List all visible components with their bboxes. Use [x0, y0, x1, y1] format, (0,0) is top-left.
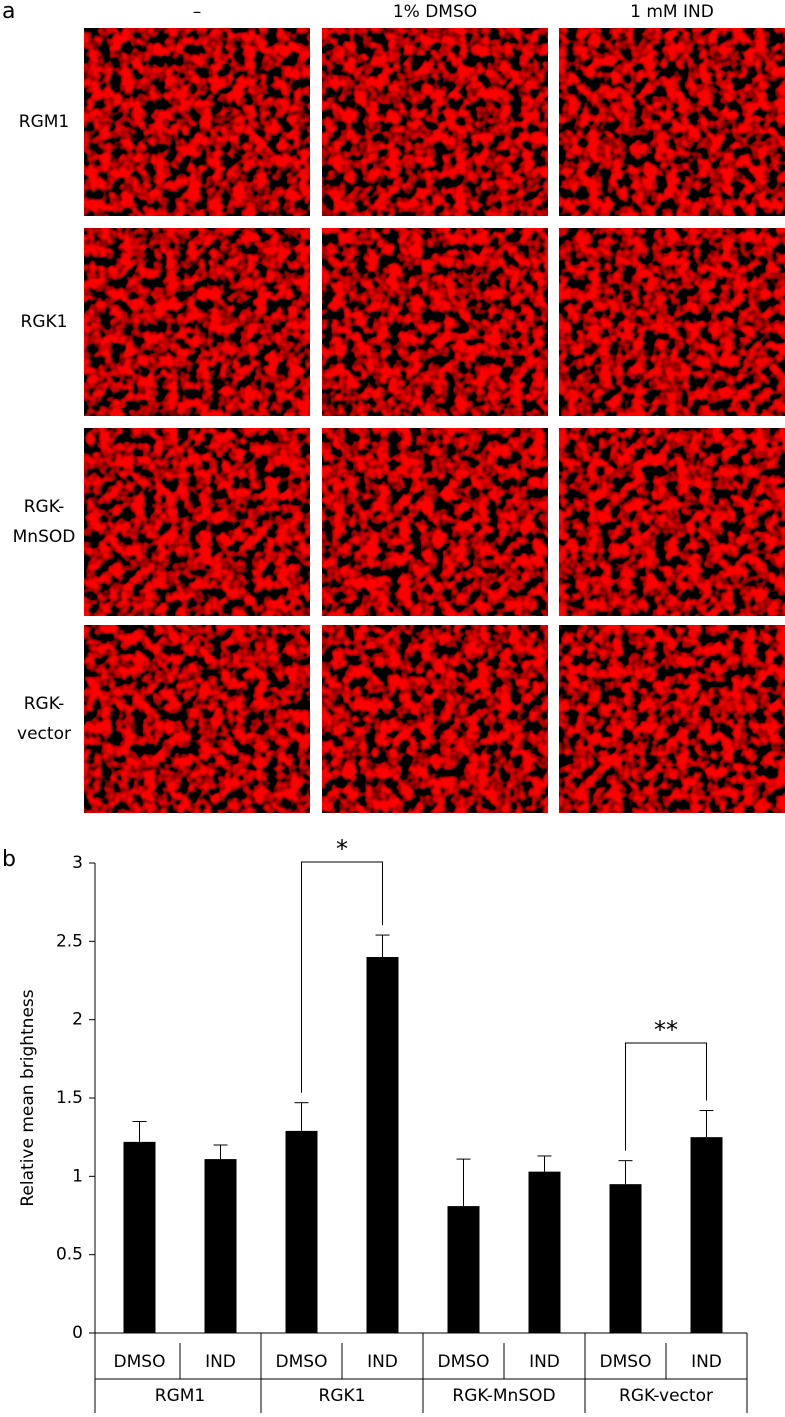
bar — [123, 1141, 156, 1333]
micrograph — [559, 625, 785, 813]
column-header: 1 mM IND — [630, 2, 714, 22]
bar — [690, 1137, 723, 1333]
micrograph — [559, 428, 785, 616]
micrograph — [84, 28, 310, 216]
bar — [285, 1130, 318, 1333]
error-bar — [213, 1144, 228, 1160]
row-label: RGK- — [24, 497, 64, 517]
error-bar — [132, 1121, 147, 1142]
y-tick-label: 3 — [72, 853, 83, 873]
y-tick-label: 2.5 — [56, 931, 83, 951]
column-header: 1% DMSO — [393, 2, 477, 22]
x-tick-label: IND — [529, 1352, 560, 1372]
micrograph — [322, 625, 548, 813]
micrographs — [84, 28, 785, 813]
y-tick-label: 1 — [72, 1166, 83, 1186]
row-label: RGM1 — [19, 112, 69, 132]
y-tick-label: 2 — [72, 1010, 83, 1030]
column-header: – — [193, 2, 202, 22]
significance-label: ** — [654, 1016, 678, 1044]
bar — [366, 957, 399, 1333]
y-tick-label: 1.5 — [56, 1088, 83, 1108]
x-tick-label: DMSO — [276, 1352, 328, 1372]
panel-label: a — [2, 0, 15, 24]
bar — [609, 1184, 642, 1333]
group-label: RGK-MnSOD — [452, 1386, 555, 1406]
y-tick-label: 0 — [72, 1323, 83, 1343]
error-bar — [537, 1155, 552, 1172]
bar — [528, 1171, 561, 1333]
micrograph — [84, 428, 310, 616]
error-bar — [618, 1160, 633, 1185]
micrograph — [84, 625, 310, 813]
x-tick-label: IND — [367, 1352, 398, 1372]
row-label: MnSOD — [13, 527, 76, 547]
row-label: vector — [17, 724, 71, 744]
row-label: RGK1 — [21, 312, 68, 332]
x-tick-label: IND — [691, 1352, 722, 1372]
y-axis-title: Relative mean brightness — [18, 989, 38, 1206]
micrograph — [322, 428, 548, 616]
x-tick-label: DMSO — [438, 1352, 490, 1372]
group-label: RGK1 — [319, 1386, 366, 1406]
significance-label: * — [336, 835, 348, 863]
error-bar — [456, 1158, 471, 1207]
significance-bracket — [301, 861, 383, 1093]
micrograph — [559, 28, 785, 216]
panel-label: b — [2, 847, 16, 872]
x-tick-label: DMSO — [114, 1352, 166, 1372]
error-bar — [699, 1110, 714, 1138]
error-bar — [375, 934, 390, 957]
bar — [447, 1206, 480, 1333]
y-tick-label: 0.5 — [56, 1245, 83, 1265]
micrograph — [322, 228, 548, 416]
significance-bracket — [625, 1042, 707, 1151]
x-tick-label: DMSO — [600, 1352, 652, 1372]
x-tick-label: IND — [205, 1352, 236, 1372]
group-label: RGK-vector — [619, 1386, 713, 1406]
micrograph — [322, 28, 548, 216]
group-label: RGM1 — [155, 1386, 205, 1406]
error-bar — [294, 1102, 309, 1131]
row-label: RGK- — [24, 694, 64, 714]
micrograph — [559, 228, 785, 416]
micrograph — [84, 228, 310, 416]
bar — [204, 1159, 237, 1333]
